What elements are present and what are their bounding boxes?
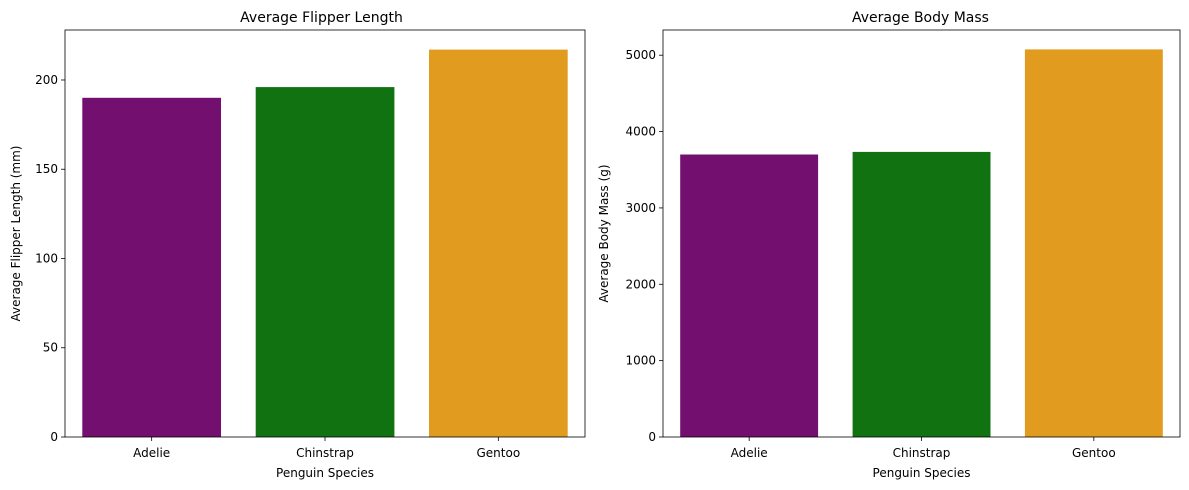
y-tick-label: 5000 <box>625 48 656 62</box>
y-tick-label: 150 <box>35 162 58 176</box>
body-mass-chart: Average Body Mass 010002000300040005000 … <box>597 10 1181 480</box>
y-axis-ticks: 0 50 100 150 200 <box>35 73 65 444</box>
x-tick-label: Chinstrap <box>893 446 951 460</box>
y-tick-label: 3000 <box>625 201 656 215</box>
bar-chinstrap <box>852 151 991 437</box>
x-tick-label: Adelie <box>133 446 170 460</box>
axes-frame <box>662 29 1181 438</box>
y-tick-label: 0 <box>648 430 656 444</box>
chart-title: Average Body Mass <box>852 10 989 26</box>
x-tick-label: Chinstrap <box>296 446 354 460</box>
x-axis-ticks: Adelie Chinstrap Gentoo <box>731 437 1116 460</box>
x-axis-label: Penguin Species <box>873 466 971 480</box>
y-tick-label: 50 <box>43 341 58 355</box>
bars <box>82 49 568 438</box>
y-tick-label: 200 <box>35 73 58 87</box>
x-axis-ticks: Adelie Chinstrap Gentoo <box>133 437 520 460</box>
y-axis-ticks: 0 1000 2000 3000 4000 5000 <box>625 48 663 444</box>
y-tick-label: 0 <box>50 430 58 444</box>
x-tick-label: Gentoo <box>1072 446 1116 460</box>
y-axis-label: Average Flipper Length (mm) <box>9 146 23 322</box>
axes-frame <box>64 29 586 438</box>
bar-adelie <box>82 97 221 438</box>
y-tick-label: 100 <box>35 251 58 265</box>
bar-chinstrap <box>255 87 395 437</box>
x-tick-label: Adelie <box>731 446 768 460</box>
bar-gentoo <box>1024 49 1163 438</box>
bar-adelie <box>680 154 819 437</box>
y-tick-label: 1000 <box>625 354 656 368</box>
bars <box>680 49 1163 438</box>
x-axis-label: Penguin Species <box>276 466 374 480</box>
x-tick-label: Gentoo <box>476 446 520 460</box>
y-tick-label: 4000 <box>625 125 656 139</box>
bar-gentoo <box>429 49 568 437</box>
y-tick-label: 2000 <box>625 277 656 291</box>
chart-title: Average Flipper Length <box>240 10 403 26</box>
y-axis-label: Average Body Mass (g) <box>597 164 611 302</box>
flipper-length-chart: Average Flipper Length 0 50 100 150 200 Adel… <box>9 10 586 480</box>
